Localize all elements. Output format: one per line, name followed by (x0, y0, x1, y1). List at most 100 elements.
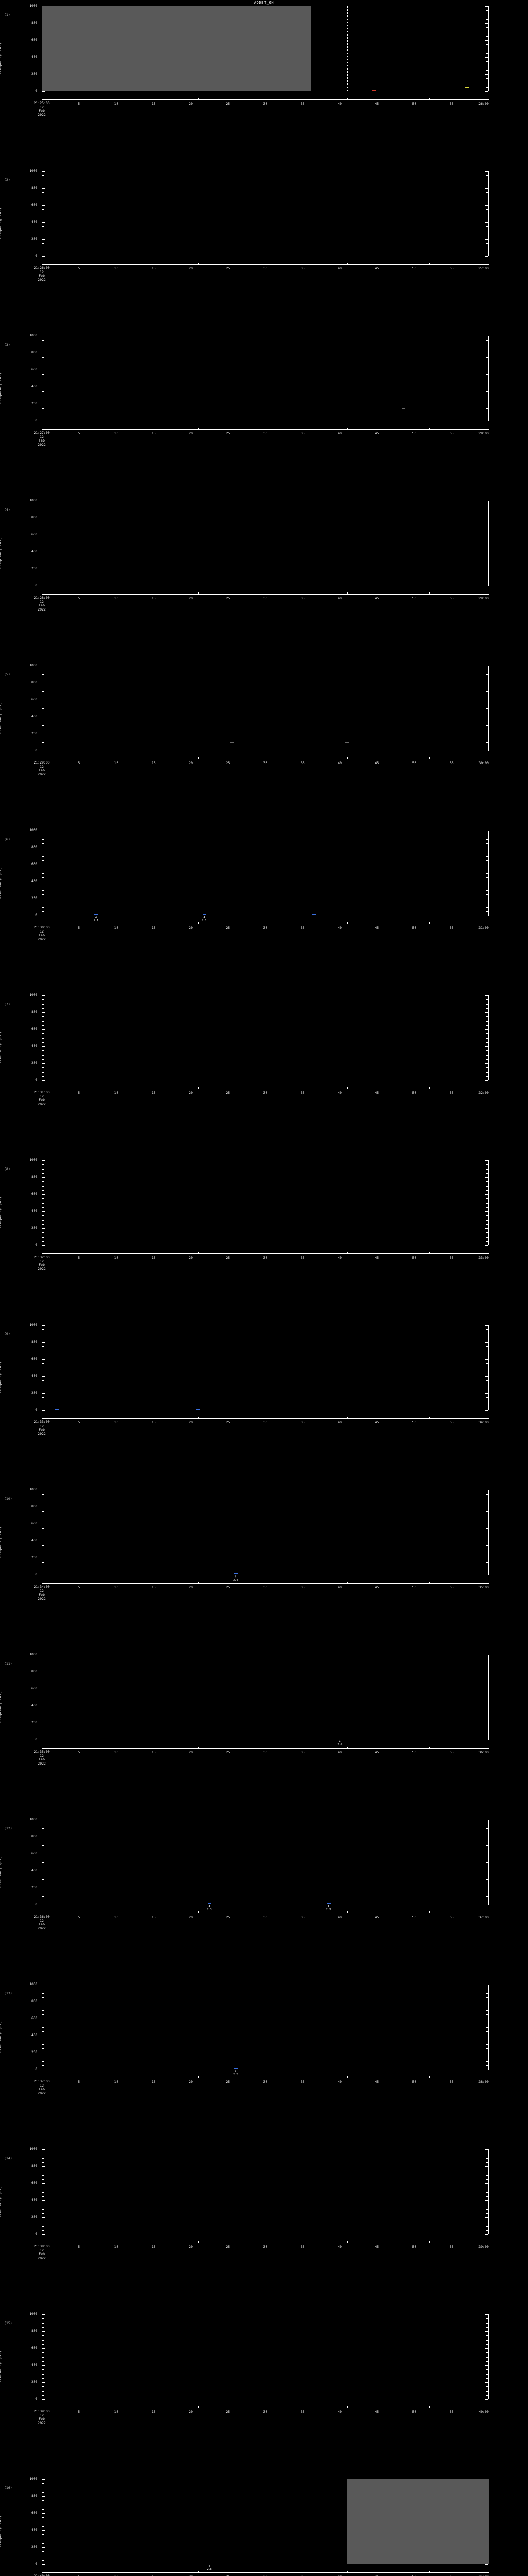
y-axis-tick-label: 600 (31, 698, 37, 701)
y-axis-tick-label: 800 (31, 1835, 37, 1838)
y-axis-tick (42, 2031, 44, 2032)
y-axis-tick-label: 0 (35, 1408, 37, 1412)
y-axis-tick-label: 200 (31, 732, 37, 735)
x-axis-tick (198, 1911, 199, 1913)
y-axis-spine-right (488, 6, 489, 91)
x-axis-tick-label: 15 (151, 266, 156, 270)
y-axis-tick (42, 374, 44, 375)
x-axis-tick-label: 15 (151, 926, 156, 930)
x-axis-tick-label: 30 (263, 1585, 268, 1589)
panel-number-label: (15) (4, 2320, 12, 2325)
x-axis-tick (198, 98, 199, 99)
y-axis-tick-label: 0 (35, 584, 37, 587)
y-axis-tick (486, 1236, 488, 1238)
x-axis-tick-label: 25 (226, 2080, 230, 2084)
y-axis-tick (42, 1380, 44, 1381)
x-axis-tick-label: 40 (338, 596, 342, 600)
y-axis-tick (485, 2200, 488, 2201)
y-axis-tick (486, 1997, 488, 1998)
y-axis-tick (486, 19, 488, 20)
x-axis-line (42, 594, 489, 595)
x-axis-tick-label: 45 (375, 1915, 380, 1919)
x-axis-tick-label: 15 (151, 1750, 156, 1754)
helicorder-panel: 0 200 400 600 800 1000 (8) Frequency (Hz) 5 10 15 2… (0, 1159, 528, 1325)
y-axis-tick (485, 6, 488, 7)
x-axis-tick (429, 592, 430, 594)
x-axis-tick (347, 2406, 348, 2408)
y-axis-tick (42, 890, 44, 891)
y-axis-tick (486, 894, 488, 895)
x-axis-tick (429, 2571, 430, 2572)
y-axis-tick (42, 1038, 44, 1039)
x-axis-tick-label: 15 (151, 101, 156, 106)
y-axis-tick (486, 226, 488, 227)
x-axis-start-datetime-label: 21:37:00 12 Feb 2022 (34, 2079, 50, 2095)
x-axis-tick (429, 2241, 430, 2243)
y-axis-tick (42, 2209, 44, 2210)
x-axis-tick-label: 20 (189, 431, 193, 435)
y-axis-tick-label: 0 (35, 89, 37, 93)
y-axis-spine-right (488, 501, 489, 586)
helicorder-panel: 0 200 400 600 800 1000 (11) Frequency (Hz) 4 2.6… (0, 1653, 528, 1820)
x-axis-tick (347, 1087, 348, 1089)
x-axis-end-time-label: 28:00 (478, 431, 489, 435)
y-axis-tick (42, 1562, 44, 1563)
x-axis-tick-label: 35 (300, 761, 305, 765)
x-axis-tick-label: 5 (78, 1915, 80, 1919)
y-axis-title: Frequency (Hz) (0, 1196, 2, 1228)
y-axis-tick (485, 1245, 488, 1246)
x-axis-tick-label: 25 (226, 596, 230, 600)
x-axis-tick-label: 40 (338, 2080, 342, 2084)
y-axis-tick (42, 2526, 44, 2527)
y-axis-tick (486, 2357, 488, 2358)
y-axis-tick-label: 0 (35, 1738, 37, 1741)
x-axis-tick-label: 10 (114, 266, 119, 270)
y-axis-tick (486, 2395, 488, 2396)
y-axis-tick (42, 1059, 44, 1060)
x-axis-tick-label: 20 (189, 1091, 193, 1095)
x-axis-tick-label: 15 (151, 1420, 156, 1425)
x-axis-tick (49, 1087, 50, 1089)
y-axis-tick-label: 0 (35, 1243, 37, 1247)
y-axis-tick (42, 2061, 44, 2062)
y-axis-tick-label: 400 (31, 385, 37, 388)
y-axis-tick-label: 800 (31, 2329, 37, 2333)
x-axis-end-time-label: 31:00 (478, 926, 489, 930)
x-axis-start-datetime-label: 21:39:00 12 Feb 2022 (34, 2409, 50, 2425)
y-axis-spine-right (488, 831, 489, 916)
y-axis-spine-right (488, 2149, 489, 2234)
y-axis-tick-label: 400 (31, 1869, 37, 1872)
x-axis-tick (49, 1747, 50, 1748)
y-axis-tick-label: 600 (31, 2346, 37, 2350)
y-axis-tick (42, 2395, 44, 2396)
y-axis-tick (486, 691, 488, 692)
x-axis-tick-label: 5 (78, 2245, 80, 2249)
y-axis-tick (42, 1012, 45, 1013)
x-axis-tick-label: 5 (78, 431, 80, 435)
x-axis-tick (198, 1087, 199, 1089)
y-axis-tick (42, 839, 44, 840)
x-axis-tick-label: 25 (226, 1750, 230, 1754)
y-axis-tick (42, 2014, 44, 2015)
y-axis-tick-label: 1000 (29, 499, 37, 502)
y-axis-tick (486, 340, 488, 341)
y-axis-tick-label: 200 (31, 1391, 37, 1395)
y-axis-tick (42, 2192, 44, 2193)
helicorder-panel: 0 200 400 600 800 1000 (10) Frequency (Hz) 4 2.4… (0, 1488, 528, 1655)
y-axis-tick (486, 1879, 488, 1880)
y-axis-tick (485, 2166, 488, 2167)
y-axis-tick-label: 0 (35, 2232, 37, 2236)
y-axis-tick (42, 2382, 45, 2383)
y-axis-tick-label: 200 (31, 1226, 37, 1230)
y-axis-title: Frequency (Hz) (0, 372, 2, 404)
x-axis-tick (49, 2241, 50, 2243)
y-axis-tick-label: 600 (31, 533, 37, 536)
x-axis-tick-label: 35 (300, 2410, 305, 2414)
x-axis-tick-label: 5 (78, 2080, 80, 2084)
y-axis-tick (486, 1494, 488, 1495)
y-axis-tick (42, 1828, 44, 1829)
y-axis-tick (42, 742, 44, 743)
panel-number-label: (9) (4, 1331, 10, 1336)
x-axis-tick (429, 263, 430, 264)
y-axis-tick (42, 674, 44, 675)
